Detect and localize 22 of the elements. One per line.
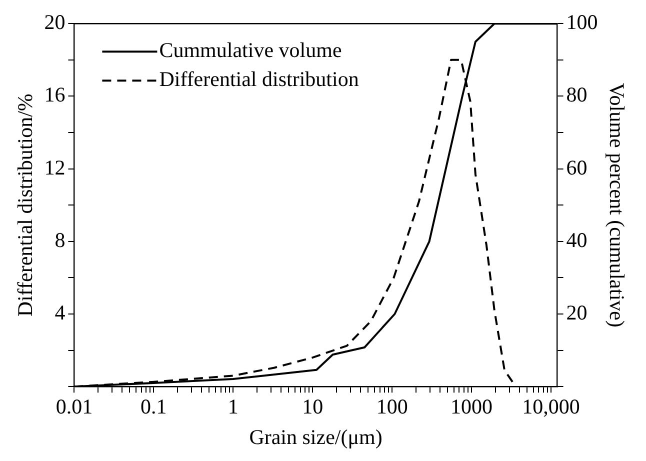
legend-label: Cummulative volume (159, 38, 342, 62)
x-axis-title: Grain size/(μm) (249, 424, 382, 449)
x-tick-label: 10 (302, 394, 324, 419)
x-tick-label: 1000 (450, 394, 493, 419)
y-axis-title: Differential distribution/% (13, 94, 38, 317)
x-tick-label: 1 (228, 394, 238, 419)
y-tick-label: 4 (54, 300, 66, 325)
y-tick-label: 12 (44, 155, 66, 180)
x-tick-label: 10,000 (522, 394, 580, 419)
legend-label: Differential distribution (159, 67, 360, 92)
y2-tick-label: 40 (566, 228, 588, 252)
y-tick-label: 16 (44, 82, 66, 107)
x-tick-label: 0.1 (140, 394, 167, 419)
y2-tick-label: 60 (566, 155, 588, 180)
x-tick-label: 100 (376, 394, 408, 419)
y2-tick-label: 100 (566, 10, 598, 34)
y-tick-label: 8 (54, 228, 66, 252)
y-tick-label: 20 (44, 10, 66, 34)
y2-axis-title: Volume percent (cumulative) (604, 82, 629, 328)
y2-tick-label: 80 (566, 82, 588, 107)
y2-tick-label: 20 (566, 300, 588, 325)
x-tick-label: 0.01 (56, 394, 93, 419)
